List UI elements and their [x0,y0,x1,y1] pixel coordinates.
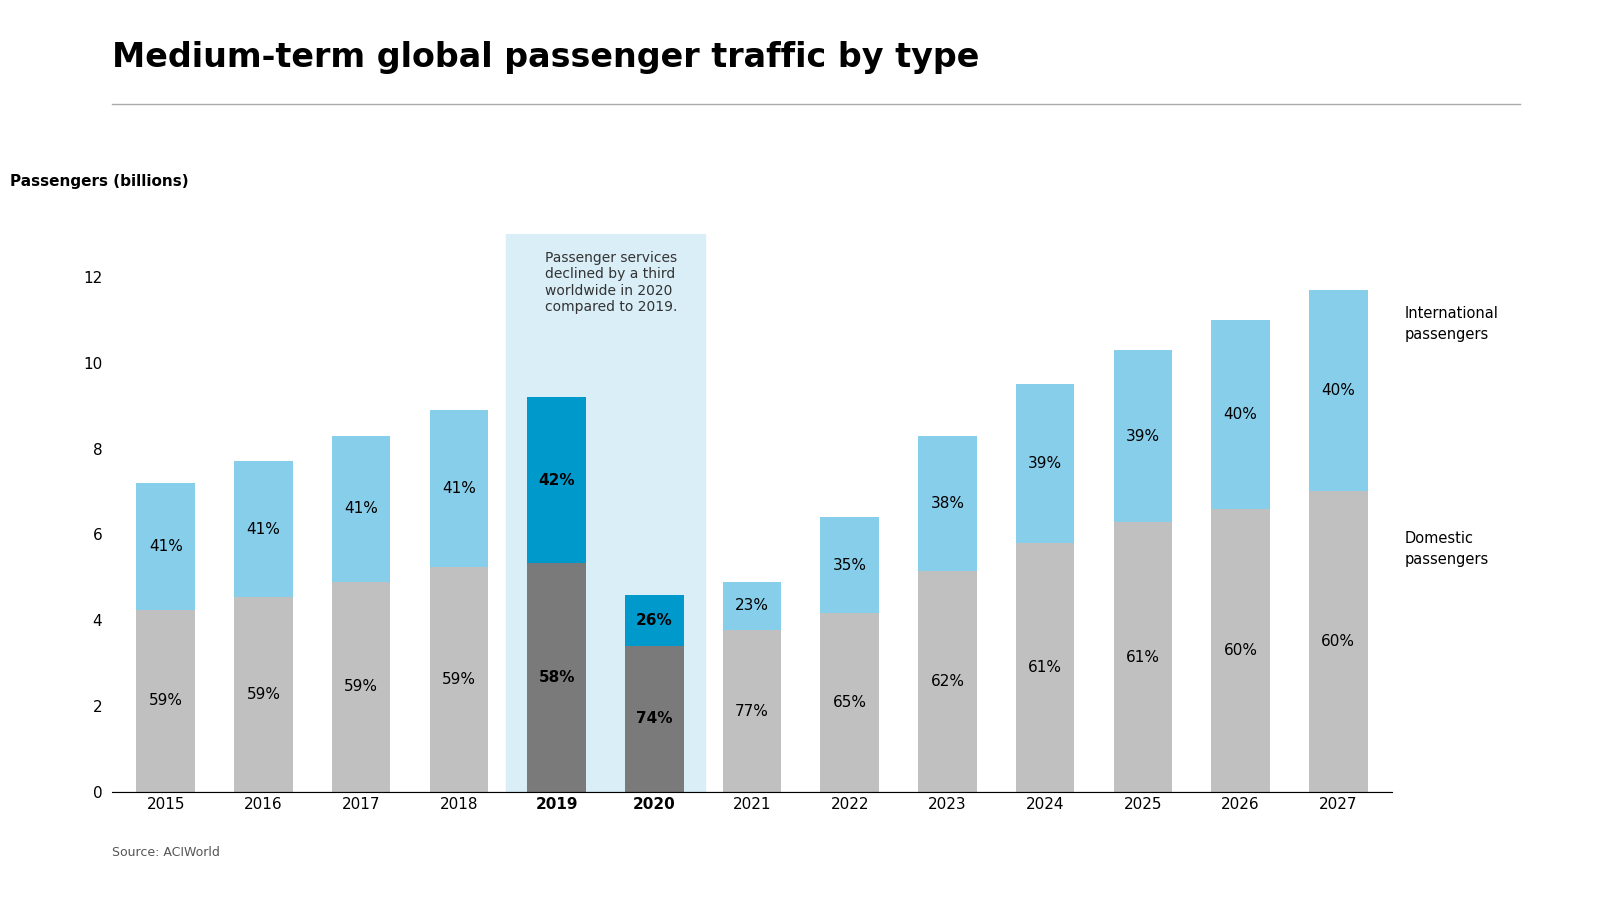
Bar [1114,350,1173,522]
Bar [429,410,488,567]
Bar [1016,544,1075,792]
Text: 59%: 59% [246,687,280,702]
Text: 40%: 40% [1322,382,1355,398]
Bar [821,518,878,614]
Text: 26%: 26% [635,613,672,627]
Bar [528,397,586,563]
Text: 40%: 40% [1224,407,1258,422]
Bar [506,234,706,792]
Text: 59%: 59% [344,680,378,695]
Bar [1016,384,1075,544]
Bar [234,597,293,792]
Text: 38%: 38% [931,496,965,511]
Bar [234,462,293,597]
Text: 74%: 74% [637,711,672,726]
Text: 61%: 61% [1126,650,1160,665]
Text: 42%: 42% [538,472,574,488]
Text: Passenger services
declined by a third
worldwide in 2020
compared to 2019.: Passenger services declined by a third w… [546,251,677,314]
Bar [331,581,390,792]
Text: 41%: 41% [246,522,280,536]
Bar [1309,491,1368,792]
Bar [1211,508,1270,792]
Text: 60%: 60% [1322,634,1355,649]
Text: 23%: 23% [734,598,770,614]
Text: 41%: 41% [344,501,378,517]
Text: 35%: 35% [832,558,867,573]
Text: 59%: 59% [442,671,475,687]
Bar [918,572,976,792]
Text: 61%: 61% [1029,660,1062,675]
Bar [528,563,586,792]
Bar [136,483,195,609]
Text: 41%: 41% [149,539,182,554]
Bar [1211,320,1270,508]
Text: 41%: 41% [442,481,475,496]
Bar [723,630,781,792]
Text: Passengers (billions): Passengers (billions) [10,175,189,189]
Text: 77%: 77% [734,704,770,718]
Text: International
passengers: International passengers [1405,306,1499,342]
Text: 58%: 58% [538,670,574,685]
Bar [821,614,878,792]
Bar [136,609,195,792]
Text: 60%: 60% [1224,643,1258,658]
Bar [723,581,781,630]
Bar [331,436,390,581]
Bar [429,567,488,792]
Text: 65%: 65% [832,695,867,710]
Bar [1309,290,1368,490]
Text: 62%: 62% [931,674,965,689]
Bar [626,595,683,646]
Text: 59%: 59% [149,693,182,708]
Text: Domestic
passengers: Domestic passengers [1405,531,1490,567]
Bar [918,436,976,572]
Text: Source: ACIWorld: Source: ACIWorld [112,847,219,860]
Text: 39%: 39% [1029,456,1062,472]
Text: 39%: 39% [1126,428,1160,444]
Text: Medium-term global passenger traffic by type: Medium-term global passenger traffic by … [112,40,979,74]
Bar [1114,522,1173,792]
Bar [626,646,683,792]
